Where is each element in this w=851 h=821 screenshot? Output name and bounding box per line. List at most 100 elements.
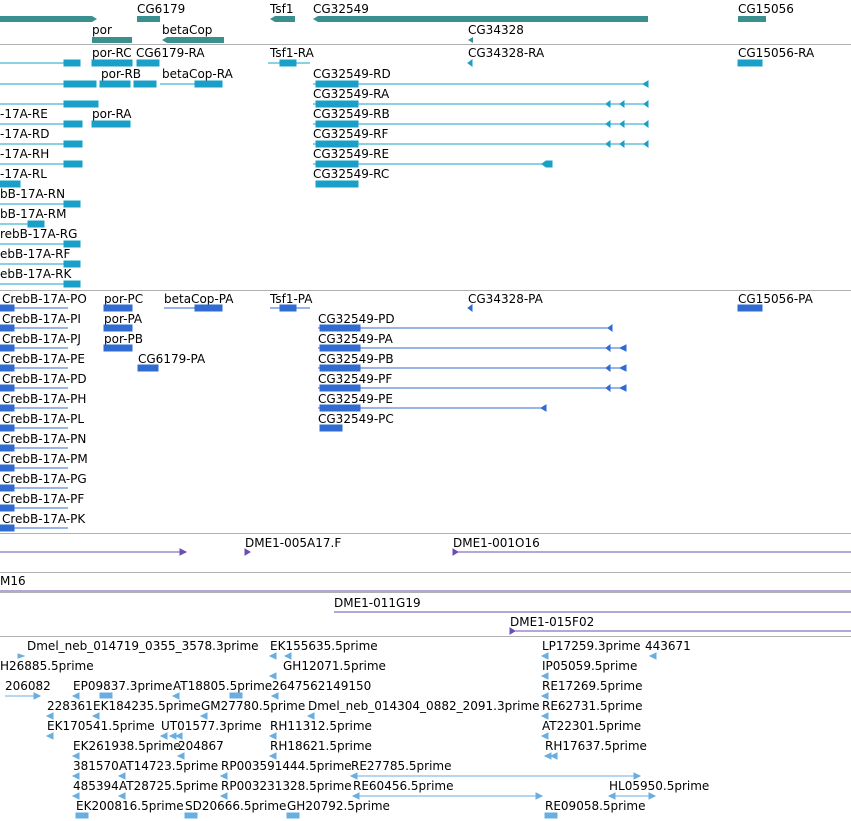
est-label[interactable]: EK200816.5prime: [76, 799, 184, 813]
transcript-label[interactable]: CG32549-RD: [313, 67, 391, 81]
protein-label[interactable]: CrebB-17A-PL: [2, 412, 85, 426]
protein-label[interactable]: CrebB-17A-PD: [2, 372, 87, 386]
transcript-label[interactable]: por-RA: [92, 107, 132, 121]
est-label[interactable]: RP003591444.5prime: [221, 759, 352, 773]
protein-label[interactable]: CrebB-17A-PM: [2, 452, 88, 466]
transcript-label[interactable]: ebB-17A-RK: [0, 267, 72, 281]
protein-label[interactable]: CG32549-PC: [318, 412, 394, 426]
protein-label[interactable]: Tsf1-PA: [270, 292, 313, 306]
est-label[interactable]: AT18805.5prime: [173, 679, 273, 693]
est-label[interactable]: RE27785.5prime: [351, 759, 452, 773]
gene-glyph[interactable]: [468, 37, 473, 43]
est-label[interactable]: Dmel_neb_014304_0882_2091.3prime: [308, 699, 540, 713]
est-label[interactable]: SD20666.5prime: [185, 799, 287, 813]
est-label[interactable]: 228361: [47, 699, 93, 713]
est-label[interactable]: RE09058.5prime: [545, 799, 646, 813]
est-label[interactable]: EK184235.5prime: [93, 699, 201, 713]
gene-glyph[interactable]: [162, 37, 224, 43]
transcript-label[interactable]: betaCop-RA: [162, 67, 233, 81]
protein-label[interactable]: CG32549-PE: [318, 392, 393, 406]
transcript-label[interactable]: Tsf1-RA: [270, 46, 314, 60]
est-label[interactable]: RH11312.5prime: [270, 719, 372, 733]
protein-label[interactable]: CrebB-17A-PJ: [2, 332, 81, 346]
transcript-label[interactable]: CG32549-RF: [313, 127, 389, 141]
clone-label[interactable]: M16: [0, 574, 26, 588]
protein-label[interactable]: por-PA: [104, 312, 143, 326]
gene-label[interactable]: por: [92, 23, 112, 37]
transcript-label[interactable]: rebB-17A-RG: [0, 227, 78, 241]
est-label[interactable]: HL05950.5prime: [609, 779, 710, 793]
protein-label[interactable]: CG6179-PA: [138, 352, 206, 366]
est-label[interactable]: GM27780.5prime: [201, 699, 306, 713]
protein-label[interactable]: CG32549-PA: [318, 332, 393, 346]
transcript-label[interactable]: CG32549-RC: [313, 167, 390, 181]
protein-label[interactable]: CG15056-PA: [738, 292, 813, 306]
protein-label[interactable]: CrebB-17A-PI: [2, 312, 81, 326]
est-label[interactable]: RH17637.5prime: [545, 739, 647, 753]
protein-label[interactable]: betaCop-PA: [164, 292, 234, 306]
transcript-label[interactable]: -17A-RH: [0, 147, 50, 161]
transcript-label[interactable]: CG32549-RB: [313, 107, 390, 121]
transcript-label[interactable]: -17A-RE: [0, 107, 48, 121]
protein-label[interactable]: CrebB-17A-PK: [2, 512, 86, 526]
transcript-label[interactable]: CG15056-RA: [738, 46, 815, 60]
est-label[interactable]: RE62731.5prime: [542, 699, 643, 713]
clone-label[interactable]: DME1-011G19: [334, 596, 421, 610]
gene-glyph[interactable]: [92, 37, 132, 43]
est-label[interactable]: GH20792.5prime: [287, 799, 390, 813]
est-label[interactable]: Dmel_neb_014719_0355_3578.3prime: [27, 639, 259, 653]
est-label[interactable]: RE17269.5prime: [542, 679, 643, 693]
transcript-label[interactable]: CG32549-RE: [313, 147, 390, 161]
transcript-label[interactable]: bB-17A-RM: [0, 207, 67, 221]
est-label[interactable]: LP17259.3prime: [542, 639, 641, 653]
gene-glyph[interactable]: [137, 16, 160, 22]
gene-glyph[interactable]: [313, 16, 648, 22]
protein-label[interactable]: CrebB-17A-PH: [2, 392, 87, 406]
gene-glyph[interactable]: [0, 16, 97, 22]
est-label[interactable]: UT01577.3prime: [161, 719, 262, 733]
est-label[interactable]: 485394: [73, 779, 119, 793]
transcript-label[interactable]: por-RC: [92, 46, 132, 60]
transcript-label[interactable]: CG32549-RA: [313, 87, 390, 101]
est-label[interactable]: 2647562149150: [272, 679, 372, 693]
est-label[interactable]: H26885.5prime: [0, 659, 94, 673]
protein-label[interactable]: CrebB-17A-PG: [2, 472, 87, 486]
est-label[interactable]: RE60456.5prime: [353, 779, 454, 793]
est-label[interactable]: RH18621.5prime: [270, 739, 372, 753]
transcript-label[interactable]: CG6179-RA: [136, 46, 205, 60]
clone-label[interactable]: DME1-015F02: [510, 615, 595, 629]
est-label[interactable]: 204867: [178, 739, 224, 753]
gene-label[interactable]: CG32549: [313, 2, 369, 16]
gene-label[interactable]: Tsf1: [270, 2, 294, 16]
gene-label[interactable]: betaCop: [162, 23, 213, 37]
transcript-label[interactable]: CG34328-RA: [468, 46, 545, 60]
est-label[interactable]: AT22301.5prime: [542, 719, 642, 733]
transcript-label[interactable]: ebB-17A-RF: [0, 247, 71, 261]
transcript-label[interactable]: -17A-RD: [0, 127, 50, 141]
est-label[interactable]: 381570: [73, 759, 119, 773]
est-label[interactable]: EK261938.5prime: [73, 739, 181, 753]
transcript-label[interactable]: -17A-RL: [0, 167, 47, 181]
protein-label[interactable]: CG32549-PF: [318, 372, 393, 386]
protein-label[interactable]: CG32549-PD: [318, 312, 395, 326]
est-label[interactable]: EK155635.5prime: [270, 639, 378, 653]
protein-label[interactable]: por-PB: [104, 332, 143, 346]
protein-label[interactable]: CG34328-PA: [468, 292, 543, 306]
clone-label[interactable]: DME1-005A17.F: [245, 536, 342, 550]
protein-label[interactable]: CrebB-17A-PN: [2, 432, 87, 446]
transcript-label[interactable]: bB-17A-RN: [0, 187, 66, 201]
est-label[interactable]: 443671: [645, 639, 691, 653]
est-label[interactable]: AT14723.5prime: [119, 759, 219, 773]
protein-label[interactable]: CrebB-17A-PF: [2, 492, 85, 506]
clone-label[interactable]: DME1-001O16: [453, 536, 540, 550]
transcript-label[interactable]: por-RB: [101, 67, 142, 81]
est-label[interactable]: GH12071.5prime: [283, 659, 386, 673]
protein-label[interactable]: por-PC: [104, 292, 144, 306]
est-label[interactable]: EP09837.3prime: [73, 679, 173, 693]
protein-label[interactable]: CrebB-17A-PO: [2, 292, 87, 306]
gene-label[interactable]: CG15056: [738, 2, 794, 16]
protein-label[interactable]: CG32549-PB: [318, 352, 394, 366]
gene-label[interactable]: CG34328: [468, 23, 524, 37]
est-label[interactable]: AT28725.5prime: [119, 779, 219, 793]
gene-label[interactable]: CG6179: [137, 2, 186, 16]
